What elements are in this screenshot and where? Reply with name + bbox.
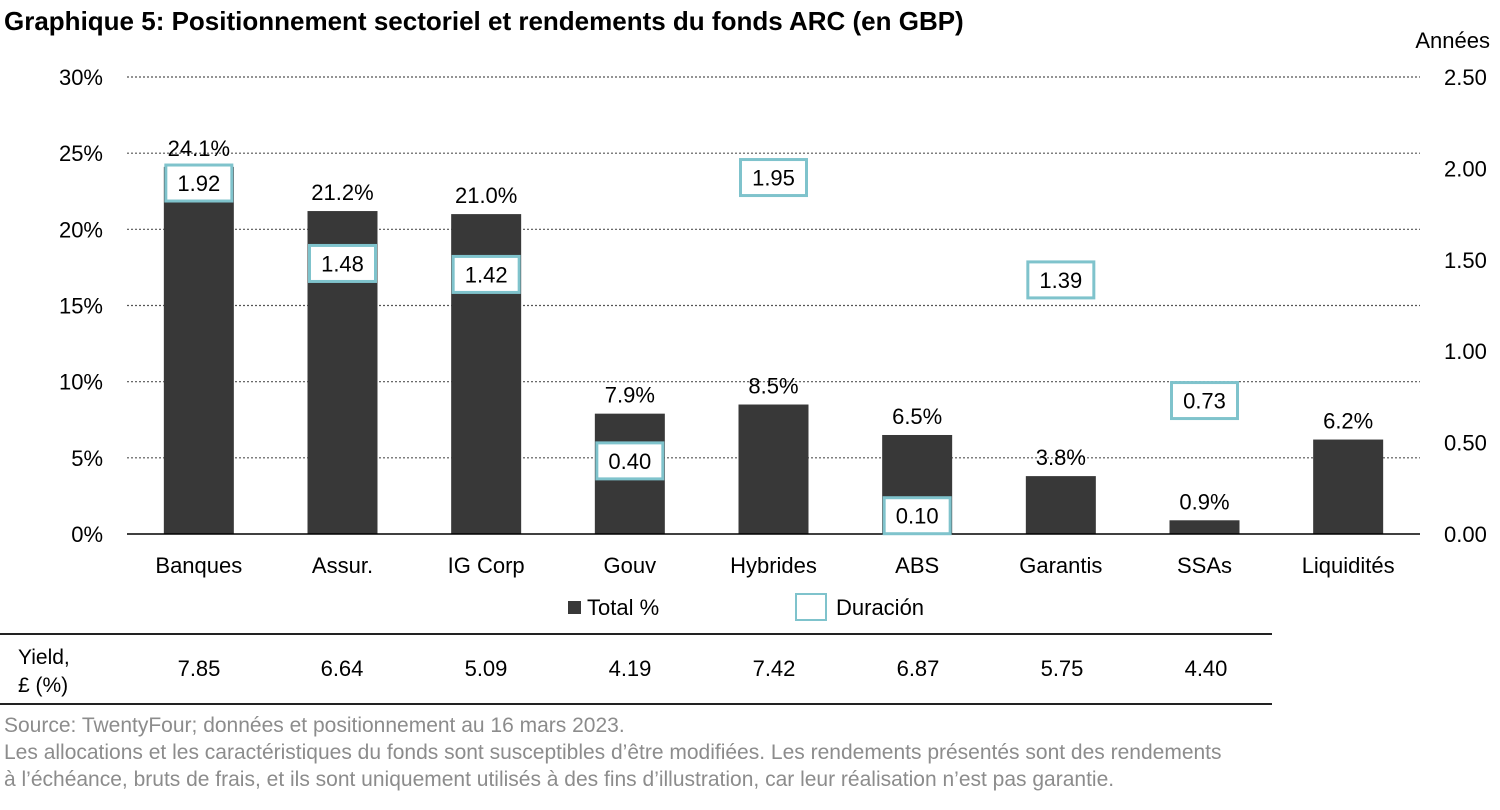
disclaimer-line-1: Les allocations et les caractéristiques … — [4, 741, 1222, 764]
x-tick-label: ABS — [895, 553, 939, 578]
legend-duration-label: Duración — [836, 595, 924, 620]
bar — [163, 166, 234, 535]
y-right-axis-title: Années — [1415, 28, 1490, 53]
y-left-tick-label: 25% — [59, 141, 103, 166]
y-right-tick-label: 1.00 — [1444, 339, 1487, 364]
x-tick-label: SSAs — [1177, 553, 1232, 578]
table-top-rule — [0, 633, 1272, 635]
x-tick-label: Gouv — [604, 553, 657, 578]
x-tick-label: Garantis — [1019, 553, 1102, 578]
x-tick-label: Assur. — [312, 553, 373, 578]
bar — [1025, 476, 1096, 534]
y-left-tick-label: 10% — [59, 370, 103, 395]
bar-value-label: 21.2% — [311, 180, 373, 205]
duration-marker — [1026, 260, 1096, 300]
table-bottom-rule — [0, 703, 1272, 705]
bar-value-label: 8.5% — [748, 374, 798, 399]
y-left-tick-label: 20% — [59, 217, 103, 242]
yield-value: 6.64 — [320, 656, 364, 681]
yield-value: 6.87 — [896, 656, 940, 681]
y-left-tick-label: 5% — [71, 446, 103, 471]
x-tick-label: Liquidités — [1302, 553, 1395, 578]
bar-value-label: 7.9% — [605, 383, 655, 408]
y-right-tick-label: 2.00 — [1444, 156, 1487, 181]
y-left-tick-label: 0% — [71, 522, 103, 547]
bar-value-label: 3.8% — [1036, 445, 1086, 470]
duration-marker — [595, 441, 665, 481]
y-right-tick-label: 2.50 — [1444, 65, 1487, 90]
yield-value: 5.75 — [1040, 656, 1084, 681]
bar — [738, 404, 809, 534]
bar-chart: 0% 5% 10% 15% 20% 25% 30% 0.00 0.50 1.00 1.50 2.00 2… — [59, 28, 1490, 621]
bar-value-label: 6.5% — [892, 404, 942, 429]
y-left-tick-label: 30% — [59, 65, 103, 90]
duration-marker — [451, 254, 521, 294]
yield-value: 7.42 — [752, 656, 796, 681]
chart-title: Graphique 5: Positionnement sectoriel et… — [4, 6, 964, 36]
duration-marker — [882, 496, 952, 536]
duration-marker — [1170, 381, 1239, 421]
duration-value-label: 1.48 — [321, 251, 364, 276]
duration-value-label: 0.73 — [1183, 389, 1226, 414]
yield-label-line2: £ (%) — [18, 674, 69, 697]
bar-value-label: 0.9% — [1179, 489, 1229, 514]
yield-row-label: Yield, £ (%) — [18, 644, 88, 700]
duration-marker — [164, 163, 234, 203]
duration-value-label: 0.40 — [608, 449, 651, 474]
duration-marker — [308, 243, 377, 283]
legend-bar-label: Total % — [587, 595, 659, 620]
disclaimer-line-2: à l’échéance, bruts de frais, et ils son… — [4, 768, 1115, 791]
x-tick-label: IG Corp — [448, 553, 525, 578]
yield-value: 4.19 — [608, 656, 652, 681]
duration-value-label: 1.39 — [1039, 268, 1082, 293]
y-right-tick-label: 0.00 — [1444, 522, 1487, 547]
bar — [1169, 520, 1240, 534]
legend-bar-swatch — [568, 601, 581, 614]
duration-marker — [739, 158, 808, 198]
y-left-tick-label: 15% — [59, 294, 103, 319]
duration-value-label: 1.42 — [465, 262, 508, 287]
yield-value: 4.40 — [1184, 656, 1228, 681]
legend-duration-swatch — [795, 593, 827, 621]
x-tick-label: Hybrides — [730, 553, 817, 578]
source-line: Source: TwentyFour; données et positionn… — [4, 714, 625, 737]
source-notes: Source: TwentyFour; données et positionn… — [4, 712, 1498, 793]
duration-value-label: 0.10 — [896, 504, 939, 529]
bar-value-label: 21.0% — [455, 183, 517, 208]
duration-value-label: 1.95 — [752, 166, 795, 191]
bar — [1313, 439, 1384, 534]
yield-value: 5.09 — [464, 656, 508, 681]
yield-label-line1: Yield, — [18, 646, 70, 669]
y-right-tick-label: 0.50 — [1444, 431, 1487, 456]
yield-value: 7.85 — [177, 656, 221, 681]
bar-value-label: 24.1% — [168, 136, 230, 161]
bar-value-label: 6.2% — [1323, 409, 1373, 434]
y-right-tick-label: 1.50 — [1444, 248, 1487, 273]
duration-value-label: 1.92 — [177, 171, 220, 196]
x-tick-label: Banques — [155, 553, 242, 578]
